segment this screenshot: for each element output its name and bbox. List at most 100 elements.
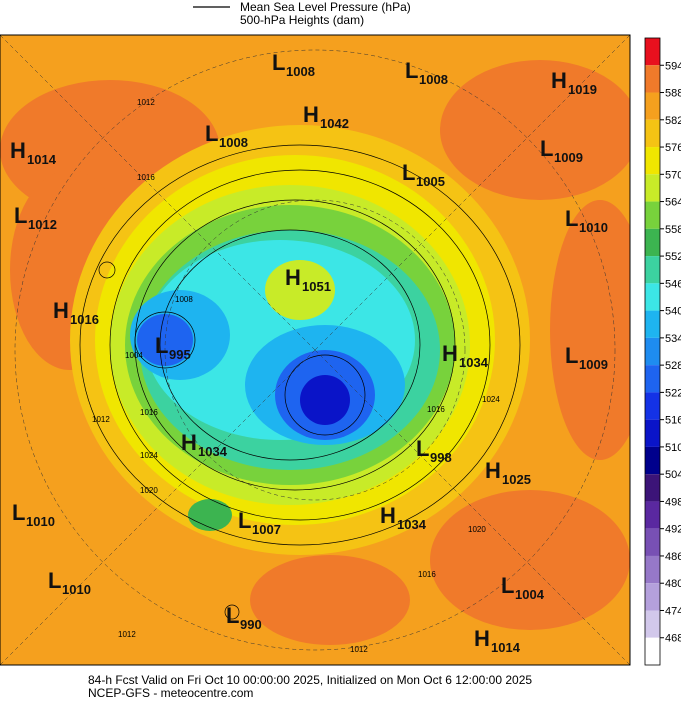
pressure-value: 1007: [252, 522, 281, 537]
colorbar-label: 552: [665, 251, 681, 263]
pressure-value: 995: [169, 347, 191, 362]
contour-label: 1012: [137, 98, 155, 107]
colorbar-label: 546: [665, 278, 681, 290]
colorbar-segment: [645, 419, 660, 447]
colorbar-segment: [645, 283, 660, 311]
colorbar-label: 498: [665, 496, 681, 508]
pressure-type: H: [10, 138, 26, 163]
colorbar-segment: [645, 174, 660, 202]
footer-text: 84-h Fcst Valid on Fri Oct 10 00:00:00 2…: [88, 673, 532, 687]
contour-label: 1016: [418, 570, 436, 579]
pressure-value: 1034: [198, 444, 228, 459]
colorbar-segment: [645, 256, 660, 284]
colorbar-segment: [645, 38, 660, 66]
colorbar-segment: [645, 501, 660, 529]
colorbar-label: 468: [665, 633, 681, 645]
colorbar-label: 522: [665, 387, 681, 399]
pressure-value: 1005: [416, 174, 445, 189]
contour-label: 1012: [118, 630, 136, 639]
contour-label: 1016: [427, 405, 445, 414]
colorbar-label: 492: [665, 524, 681, 536]
pressure-value: 1014: [27, 152, 57, 167]
pressure-value: 1008: [286, 64, 315, 79]
pressure-value: 1012: [28, 217, 57, 232]
colorbar-label: 486: [665, 551, 681, 563]
pressure-value: 1008: [219, 135, 248, 150]
pressure-type: L: [272, 50, 285, 75]
pressure-value: 1019: [568, 82, 597, 97]
colorbar-label: 588: [665, 88, 681, 100]
pressure-type: L: [402, 160, 415, 185]
pressure-type: L: [12, 500, 25, 525]
colorbar-label: 504: [665, 469, 681, 481]
colorbar-label: 570: [665, 169, 681, 181]
pressure-value: 1014: [491, 640, 521, 655]
pressure-type: L: [565, 206, 578, 231]
colorbar-segment: [645, 555, 660, 584]
colorbar-label: 558: [665, 224, 681, 236]
colorbar-segment: [645, 446, 660, 475]
colorbar-label: 540: [665, 306, 681, 318]
colorbar-segment: [645, 228, 660, 257]
colorbar-label: 576: [665, 142, 681, 154]
colorbar-segment: [645, 583, 660, 611]
contour-label: 1012: [350, 645, 368, 654]
contour-label: 1020: [140, 486, 158, 495]
pressure-type: L: [155, 333, 168, 358]
footer-text: NCEP-GFS - meteocentre.com: [88, 686, 253, 700]
pressure-value: 1034: [397, 517, 427, 532]
pressure-value: 1034: [459, 355, 489, 370]
pressure-type: L: [540, 136, 553, 161]
contour-label: 1024: [482, 395, 500, 404]
colorbar-label: 582: [665, 115, 681, 127]
pressure-type: L: [405, 58, 418, 83]
colorbar-segment: [645, 147, 660, 175]
pressure-type: H: [53, 298, 69, 323]
pressure-value: 1008: [419, 72, 448, 87]
colorbar-segment: [645, 337, 660, 366]
pressure-type: L: [238, 508, 251, 533]
legend-label: 500-hPa Heights (dam): [240, 13, 364, 27]
pressure-type: H: [181, 430, 197, 455]
pressure-value: 1042: [320, 116, 349, 131]
pressure-type: L: [205, 121, 218, 146]
colorbar-segment: [645, 392, 660, 420]
colorbar-segment: [645, 310, 660, 338]
colorbar-segment: [645, 365, 660, 393]
pressure-type: L: [501, 573, 514, 598]
pressure-value: 1004: [515, 587, 545, 602]
pressure-value: 1009: [579, 357, 608, 372]
pressure-value: 1010: [26, 514, 55, 529]
pressure-value: 1009: [554, 150, 583, 165]
pressure-type: H: [474, 626, 490, 651]
pressure-value: 1016: [70, 312, 99, 327]
colorbar-label: 474: [665, 605, 681, 617]
pressure-type: H: [303, 102, 319, 127]
pressure-type: L: [14, 203, 27, 228]
pressure-value: 1025: [502, 472, 531, 487]
colorbar-label: 480: [665, 578, 681, 590]
colorbar-segment: [645, 637, 660, 665]
colorbar-label: 528: [665, 360, 681, 372]
pressure-type: H: [485, 458, 501, 483]
colorbar-label: 510: [665, 442, 681, 454]
map-frame: [0, 34, 631, 666]
pressure-value: 990: [240, 617, 262, 632]
legend-label: Mean Sea Level Pressure (hPa): [240, 0, 411, 14]
pressure-value: 998: [430, 450, 452, 465]
pressure-value: 1051: [302, 279, 331, 294]
colorbar-label: 534: [665, 333, 681, 345]
pressure-value: 1010: [579, 220, 608, 235]
contour-label: 1016: [140, 408, 158, 417]
contour-label: 1012: [92, 415, 110, 424]
colorbar-label: 594: [665, 60, 681, 72]
pressure-type: L: [416, 436, 429, 461]
pressure-type: L: [226, 603, 239, 628]
colorbar-segment: [645, 92, 660, 120]
colorbar-segment: [645, 201, 660, 229]
colorbar-segment: [645, 119, 660, 148]
contour-label: 1016: [137, 173, 155, 182]
map-field: [0, 35, 630, 665]
pressure-value: 1010: [62, 582, 91, 597]
